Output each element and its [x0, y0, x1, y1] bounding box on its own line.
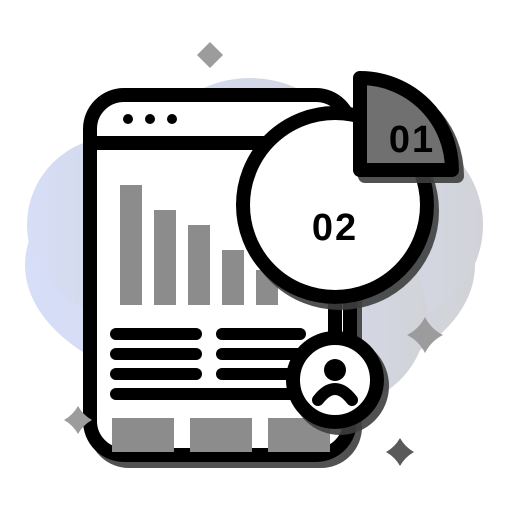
sparkle-icon	[386, 438, 414, 466]
footer-tabs	[112, 418, 330, 452]
pie-label-slice: 01	[389, 119, 435, 161]
pie-slice: 01	[360, 78, 452, 170]
pie-label-inner: 02	[312, 207, 358, 249]
sparkle-icon	[197, 42, 223, 68]
window-controls-icon	[123, 114, 177, 124]
user-badge	[293, 338, 377, 422]
analytics-dashboard-icon: { "type": "infographic-icon", "canvas": …	[0, 0, 512, 512]
